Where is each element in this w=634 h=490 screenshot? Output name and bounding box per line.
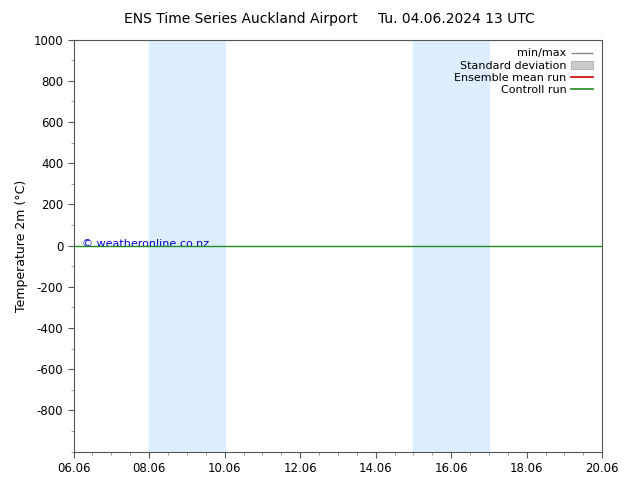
Legend: min/max, Standard deviation, Ensemble mean run, Controll run: min/max, Standard deviation, Ensemble me… (451, 45, 597, 98)
Y-axis label: Temperature 2m (°C): Temperature 2m (°C) (15, 179, 28, 312)
Text: ENS Time Series Auckland Airport: ENS Time Series Auckland Airport (124, 12, 358, 26)
Bar (149, 40, 224, 452)
Text: © weatheronline.co.nz: © weatheronline.co.nz (82, 239, 209, 249)
Text: Tu. 04.06.2024 13 UTC: Tu. 04.06.2024 13 UTC (378, 12, 535, 26)
Bar (413, 40, 489, 452)
